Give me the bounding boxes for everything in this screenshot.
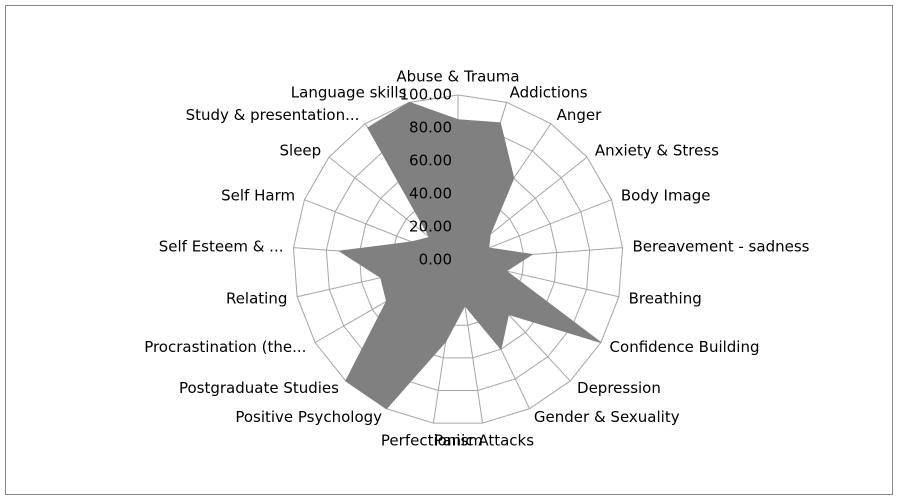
category-label: Panic Attacks: [434, 431, 534, 449]
category-label: Perfectionism: [381, 431, 483, 449]
category-label: Bereavement - sadness: [633, 237, 810, 255]
grid-ring: [325, 127, 591, 392]
radar-area: [338, 101, 602, 410]
category-label: Relating: [226, 289, 287, 307]
category-label: Gender & Sexuality: [534, 408, 680, 426]
category-label: Positive Psychology: [235, 408, 382, 426]
category-label: Anger: [557, 106, 603, 124]
grid-ring: [358, 160, 558, 359]
category-label: Procrastination (the...: [144, 338, 306, 356]
category-label: Breathing: [629, 289, 702, 307]
grid-ring: [292, 94, 624, 424]
grid-ring: [391, 193, 525, 326]
axis-tick-label: 0.00: [419, 251, 452, 269]
category-label: Abuse & Trauma: [396, 68, 519, 86]
category-label: Sleep: [280, 141, 322, 159]
axis-tick-label: 40.00: [409, 185, 452, 203]
category-label: Study & presentation...: [186, 106, 360, 124]
category-label: Postgraduate Studies: [179, 379, 339, 397]
category-label: Language skills: [291, 83, 407, 101]
axis-tick-label: 60.00: [409, 152, 452, 170]
axis-tick-label: 80.00: [409, 119, 452, 137]
category-label: Self Esteem & ...: [159, 237, 284, 255]
category-label: Body Image: [621, 187, 711, 205]
category-label: Confidence Building: [610, 338, 760, 356]
category-label: Anxiety & Stress: [595, 141, 719, 159]
category-label: Depression: [577, 379, 661, 397]
axis-tick-label: 20.00: [409, 218, 452, 236]
category-label: Addictions: [510, 83, 588, 101]
category-label: Self Harm: [221, 187, 295, 205]
axis-tick-label: 100.00: [400, 86, 453, 104]
